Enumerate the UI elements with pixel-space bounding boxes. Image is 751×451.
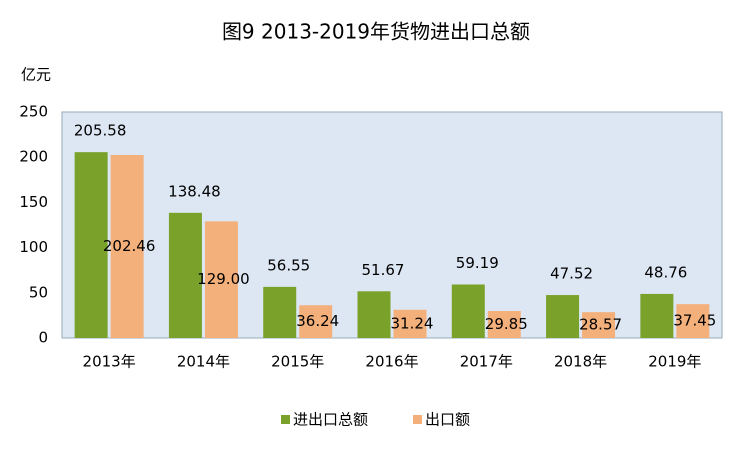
data-label: 28.57 — [579, 316, 622, 334]
data-label: 56.55 — [267, 256, 310, 274]
y-tick-label: 100 — [19, 238, 48, 256]
data-label: 37.45 — [673, 312, 716, 330]
data-label: 205.58 — [74, 122, 127, 140]
y-axis-label: 亿元 — [21, 66, 51, 84]
data-label: 29.85 — [485, 315, 528, 333]
x-tick-label: 2016年 — [365, 353, 418, 371]
bar — [357, 291, 391, 338]
chart-title: 图9 2013-2019年货物进出口总额 — [222, 20, 530, 44]
plot-area — [61, 111, 723, 339]
y-tick-label: 0 — [38, 329, 48, 347]
legend-swatch — [413, 415, 422, 424]
bar — [487, 311, 521, 338]
y-tick-label: 50 — [29, 283, 48, 301]
data-label: 138.48 — [168, 182, 221, 200]
bar — [74, 152, 108, 338]
bar — [393, 309, 427, 338]
bar — [168, 212, 202, 338]
y-tick-label: 250 — [19, 103, 48, 121]
data-label: 36.24 — [296, 312, 339, 330]
bar — [204, 221, 238, 338]
bar — [110, 154, 144, 338]
x-tick-label: 2015年 — [271, 353, 324, 371]
y-tick-label: 200 — [19, 148, 48, 166]
legend-label: 进出口总额 — [293, 411, 368, 429]
bar — [451, 284, 485, 338]
legend-swatch — [281, 415, 290, 424]
bar — [299, 305, 333, 338]
data-label: 31.24 — [391, 314, 434, 332]
data-label: 59.19 — [456, 254, 499, 272]
x-tick-label: 2019年 — [648, 353, 701, 371]
x-tick-label: 2018年 — [554, 353, 607, 371]
data-label: 129.00 — [197, 270, 250, 288]
data-label: 47.52 — [550, 265, 593, 283]
bar — [676, 304, 710, 338]
bar — [546, 295, 580, 338]
x-tick-label: 2014年 — [177, 353, 230, 371]
y-tick-label: 150 — [19, 193, 48, 211]
data-label: 48.76 — [644, 263, 687, 281]
bar — [640, 293, 674, 338]
x-tick-label: 2017年 — [460, 353, 513, 371]
data-label: 51.67 — [362, 261, 405, 279]
legend-label: 出口额 — [425, 411, 470, 429]
bar — [582, 312, 616, 338]
bar — [263, 286, 297, 338]
data-label: 202.46 — [103, 237, 156, 255]
x-tick-label: 2013年 — [83, 353, 136, 371]
